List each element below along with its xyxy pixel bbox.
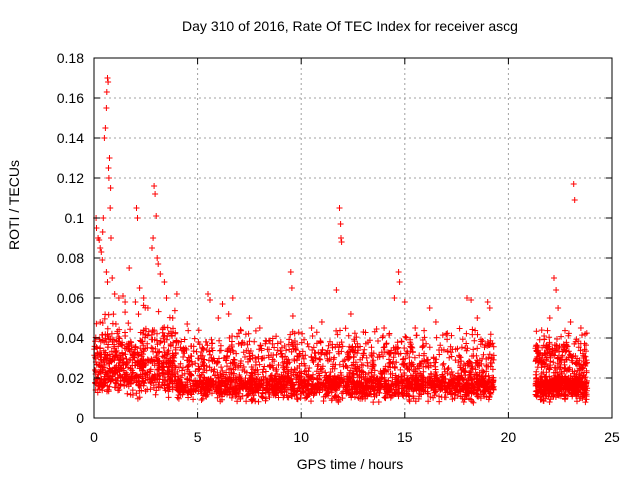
x-tick-label: 15 — [397, 429, 413, 445]
plot-frame — [93, 57, 613, 419]
y-tick-label: 0.14 — [57, 130, 84, 146]
x-axis-label: GPS time / hours — [296, 456, 404, 472]
y-tick-label: 0.08 — [57, 250, 84, 266]
y-axis-label-text: ROTI / TECUs — [6, 160, 22, 250]
y-axis-label: ROTI / TECUs — [6, 160, 22, 250]
x-tick-label: 10 — [293, 429, 309, 445]
x-tick-labels: 0 5 10 15 20 25 — [90, 429, 620, 445]
y-tick-label: 0.18 — [57, 50, 84, 66]
y-tick-label: 0.16 — [57, 90, 84, 106]
y-tick-label: 0.06 — [57, 290, 84, 306]
y-tick-label: 0.12 — [57, 170, 84, 186]
x-tick-label: 25 — [604, 429, 620, 445]
x-tick-label: 20 — [501, 429, 517, 445]
data-points — [91, 75, 591, 406]
y-tick-label: 0.1 — [65, 210, 85, 226]
axis-ticks — [93, 57, 613, 419]
y-tick-label: 0.04 — [57, 330, 84, 346]
y-tick-labels: 0 0.02 0.04 0.06 0.08 0.1 0.12 0.14 0.16 0.18 — [57, 50, 84, 426]
x-tick-label: 5 — [194, 429, 202, 445]
y-tick-label: 0.02 — [57, 370, 84, 386]
scatter-markers — [91, 75, 591, 406]
x-tick-label: 0 — [90, 429, 98, 445]
chart-title: Day 310 of 2016, Rate Of TEC Index for r… — [182, 18, 518, 34]
y-tick-label: 0 — [76, 410, 84, 426]
